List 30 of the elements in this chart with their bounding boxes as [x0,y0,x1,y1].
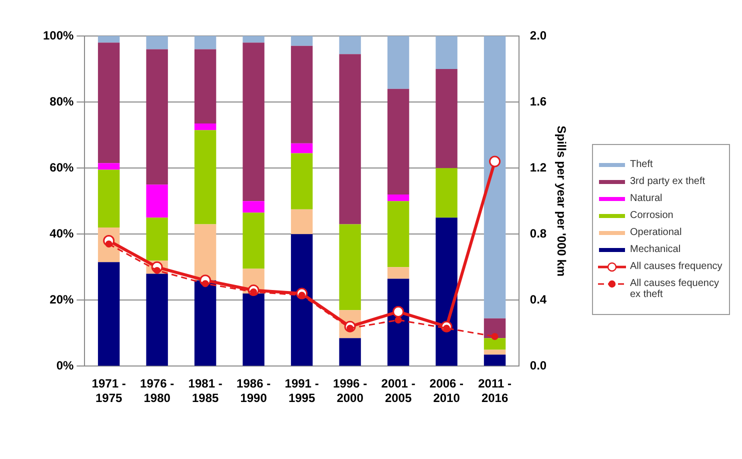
y2-tick-label: 0.4 [530,292,547,306]
y-tick-label: 40% [50,226,74,240]
y-tick-label: 20% [50,292,74,306]
y2-axis-title: Spills per year per '000 km [554,126,568,277]
x-tick-label: 1991 - 1995 [284,376,319,406]
y-tick-label: 60% [50,160,74,174]
legend-label: Corrosion [630,210,674,221]
x-tick-label: 1996 - 2000 [333,376,368,406]
x-tick-label: 2001 - 2005 [381,376,416,406]
x-tick-label: 2006 - 2010 [430,376,464,406]
x-tick-label: 2011 - 2016 [478,376,512,406]
legend-label: Natural [630,193,662,204]
x-tick-label: 1981 - 1985 [188,376,222,406]
legend-label: Theft [630,159,653,170]
y2-tick-label: 1.2 [530,160,547,174]
y-tick-label: 80% [50,94,74,108]
x-tick-label: 1986 - 1990 [236,376,271,406]
y2-tick-label: 1.6 [530,94,547,108]
y2-tick-label: 2.0 [530,28,547,42]
y-tick-label: 0% [56,358,74,373]
y2-tick-label: 0.8 [530,226,547,240]
y2-tick-label: 0.0 [530,358,547,373]
x-tick-label: 1971 - 1975 [92,376,126,406]
legend-label: All causes frequency [630,261,722,272]
y-tick-label: 100% [42,28,74,42]
legend-label: All causes fequency ex theft [630,278,720,300]
legend-label: Mechanical [630,244,681,255]
legend-label: Operational [630,227,682,238]
legend-label: 3rd party ex theft [630,176,706,187]
x-tick-label: 1976 - 1980 [140,376,174,406]
